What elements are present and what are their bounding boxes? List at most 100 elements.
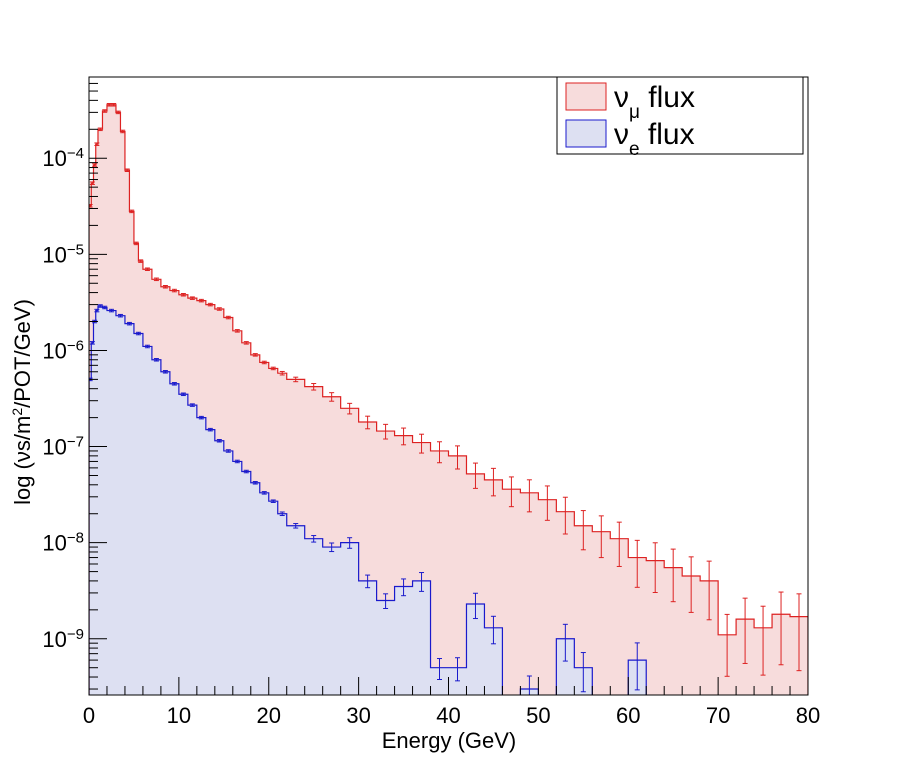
data-point-0-0: [89, 204, 93, 208]
data-point-1-3: [94, 308, 100, 313]
data-point-1-29: [347, 537, 353, 549]
data-point-0-32: [329, 392, 335, 402]
data-point-1-28: [329, 542, 335, 553]
data-point-1-13: [171, 382, 177, 386]
data-point-1-33: [419, 572, 425, 592]
data-point-0-13: [138, 259, 144, 263]
series-line-0: [89, 104, 808, 695]
x-tick-label: 80: [796, 703, 820, 728]
data-point-1-9: [135, 331, 141, 336]
y-axis-title: log (νs/m2/POT/GeV): [9, 299, 35, 505]
x-tick-label: 30: [346, 703, 370, 728]
data-point-1-25: [279, 511, 285, 517]
y-tick-label: 10−8: [42, 529, 84, 556]
data-point-1-21: [243, 469, 249, 474]
data-point-0-43: [526, 479, 532, 513]
data-point-1-14: [180, 392, 186, 397]
data-point-1-5: [102, 305, 108, 310]
data-point-0-55: [742, 597, 748, 664]
data-point-0-28: [270, 366, 276, 371]
data-point-1-4: [97, 304, 103, 308]
data-point-0-14: [144, 267, 150, 271]
data-point-1-45: [634, 642, 640, 691]
data-point-0-36: [401, 427, 407, 446]
data-point-0-4: [97, 127, 103, 132]
data-point-0-25: [243, 341, 249, 345]
data-point-0-9: [120, 129, 126, 134]
x-tick-label: 50: [526, 703, 550, 728]
data-point-1-32: [401, 578, 407, 597]
data-point-1-11: [153, 358, 159, 362]
data-point-0-58: [796, 593, 802, 672]
data-point-0-33: [347, 402, 353, 415]
data-point-0-2: [92, 163, 98, 167]
data-point-0-35: [383, 423, 389, 440]
data-point-1-8: [126, 321, 132, 326]
data-point-0-30: [293, 376, 299, 383]
x-tick-label: 20: [257, 703, 281, 728]
y-tick-label: 10−4: [42, 145, 84, 172]
data-point-0-5: [102, 109, 108, 113]
data-point-0-47: [598, 515, 604, 559]
data-point-1-7: [117, 313, 123, 318]
data-point-0-45: [562, 496, 568, 535]
x-tick-label: 40: [436, 703, 460, 728]
data-point-0-23: [225, 315, 231, 320]
data-point-0-37: [419, 433, 425, 454]
data-point-0-21: [207, 302, 213, 307]
data-point-1-23: [261, 491, 267, 495]
data-point-0-20: [198, 298, 204, 303]
data-point-1-44: [616, 694, 622, 695]
data-point-1-42: [580, 652, 586, 693]
data-point-0-12: [133, 241, 139, 246]
data-point-1-16: [198, 415, 204, 420]
x-axis-title: Energy (GeV): [382, 728, 517, 753]
data-point-1-17: [207, 427, 213, 432]
data-point-0-39: [454, 445, 460, 470]
data-point-0-10: [124, 168, 130, 173]
data-point-0-31: [311, 383, 317, 391]
data-point-1-31: [383, 593, 389, 610]
data-point-1-39: [526, 675, 532, 695]
data-point-0-19: [189, 296, 195, 300]
data-point-1-6: [108, 308, 114, 313]
data-point-0-18: [180, 292, 186, 297]
legend-label-nue: νe flux: [614, 118, 695, 160]
data-point-0-15: [153, 277, 159, 282]
data-point-0-52: [688, 556, 694, 613]
data-point-1-37: [490, 615, 496, 645]
data-point-0-50: [652, 542, 658, 594]
data-point-0-1: [89, 181, 95, 185]
data-point-1-41: [562, 623, 568, 662]
data-point-1-19: [225, 449, 231, 453]
data-point-1-10: [144, 344, 150, 349]
data-point-0-49: [634, 539, 640, 588]
data-point-0-38: [437, 441, 443, 464]
data-point-0-11: [129, 209, 135, 214]
data-point-1-34: [437, 658, 443, 680]
data-point-1-36: [472, 592, 478, 620]
data-point-0-3: [94, 142, 100, 146]
data-point-0-16: [162, 285, 168, 289]
data-point-1-27: [311, 535, 317, 543]
data-point-0-41: [490, 467, 496, 497]
data-point-1-15: [189, 403, 195, 407]
data-point-0-56: [760, 605, 766, 676]
y-tick-label: 10−9: [42, 625, 84, 652]
data-point-1-30: [365, 574, 371, 589]
data-point-0-27: [261, 360, 267, 365]
data-point-1-12: [162, 370, 168, 374]
data-point-0-7: [111, 103, 117, 107]
series-fill-1: [89, 306, 665, 695]
data-point-0-22: [216, 307, 222, 311]
data-point-1-22: [252, 481, 258, 485]
y-axis: 10−9 10−8 10−7 10−6 10−5 10−4: [42, 76, 107, 690]
y-tick-label: 10−6: [42, 337, 84, 364]
data-point-1-46: [652, 694, 658, 695]
x-tick-label: 0: [83, 703, 95, 728]
data-point-1-24: [270, 499, 276, 503]
legend: νμ flux νe flux: [556, 76, 804, 160]
legend-swatch-nue: [565, 119, 607, 148]
